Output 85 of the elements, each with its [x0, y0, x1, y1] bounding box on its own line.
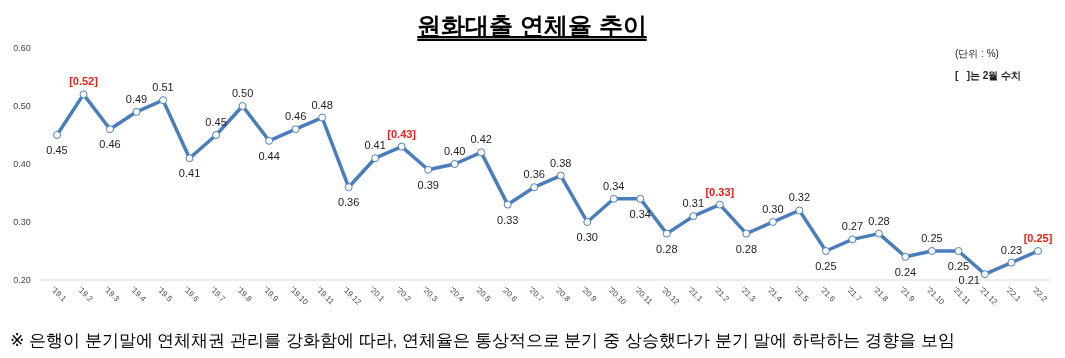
data-label: 0.31 — [682, 197, 705, 210]
y-tick-label: 0.60 — [13, 43, 31, 53]
data-label: 0.34 — [629, 207, 652, 220]
annotation: [0.52] — [69, 75, 99, 88]
data-label: 0.28 — [868, 214, 890, 227]
data-label: 0.50 — [231, 87, 254, 99]
point — [318, 113, 327, 122]
data-label: 0.36 — [523, 168, 545, 181]
data-label: 0.45 — [205, 116, 227, 128]
point — [901, 252, 910, 261]
data-label: 0.46 — [284, 110, 307, 123]
data-label: 0.25 — [947, 260, 970, 272]
point — [291, 125, 300, 134]
point — [954, 247, 963, 255]
point — [689, 212, 698, 221]
data-label: 0.39 — [417, 178, 439, 191]
data-label: 0.49 — [125, 92, 148, 105]
point — [636, 194, 645, 203]
data-label: 0.51 — [152, 81, 174, 94]
data-label: 0.33 — [497, 213, 519, 226]
data-label: 0.25 — [815, 260, 837, 272]
data-label: 0.41 — [364, 139, 386, 152]
data-label: 0.45 — [46, 144, 68, 156]
data-label: 0.30 — [576, 231, 598, 243]
y-tick-label: 0.20 — [13, 275, 31, 285]
point — [132, 107, 141, 116]
data-label: 0.27 — [841, 220, 864, 233]
point — [556, 171, 565, 180]
data-label: 0.42 — [470, 133, 492, 146]
point — [583, 218, 592, 226]
y-tick-label: 0.30 — [13, 217, 31, 227]
data-label: 0.41 — [178, 167, 201, 180]
point — [53, 131, 61, 139]
point — [185, 154, 194, 163]
point — [397, 142, 406, 151]
annotation: (단위 : %) — [955, 48, 999, 59]
point — [874, 229, 883, 238]
point — [477, 148, 486, 157]
annotation: [0.25] — [1023, 232, 1053, 244]
point — [265, 136, 274, 145]
data-label: 0.21 — [958, 274, 980, 287]
point — [848, 235, 857, 244]
chart-title: 원화대출 연체율 추이 — [417, 12, 647, 39]
point — [821, 247, 830, 255]
data-label: 0.25 — [921, 232, 943, 244]
data-label: 0.36 — [337, 196, 360, 209]
data-label: 0.24 — [894, 265, 917, 278]
data-label: 0.38 — [550, 156, 572, 169]
data-label: 0.28 — [735, 242, 758, 255]
data-label: 0.46 — [99, 138, 121, 151]
data-label: 0.34 — [603, 179, 625, 192]
point — [768, 218, 777, 226]
point — [1007, 258, 1016, 267]
annotation: [0.33] — [705, 185, 735, 198]
point — [424, 165, 433, 174]
data-label: 0.28 — [656, 242, 678, 255]
point — [238, 102, 247, 110]
point — [79, 90, 88, 99]
point — [1034, 247, 1042, 255]
annotation: [0.43] — [387, 127, 417, 140]
data-label: 0.48 — [311, 98, 333, 111]
point — [212, 131, 221, 139]
data-label: 0.23 — [1000, 243, 1023, 256]
point — [371, 154, 380, 163]
point — [609, 194, 618, 203]
data-label: 0.44 — [258, 149, 280, 162]
point — [742, 229, 751, 238]
data-label: 0.30 — [762, 203, 784, 215]
point — [715, 200, 724, 209]
point — [980, 270, 989, 279]
data-label: 0.40 — [443, 145, 466, 157]
annotation: [ ]는 2월 수치 — [955, 70, 1022, 81]
point — [927, 247, 936, 255]
point — [344, 183, 353, 192]
point — [662, 229, 671, 238]
text: ※ 은행이 분기말에 연체채권 관리를 강화함에 따라, 연체율은 통상적으로 분기 중 상승했다가 분기 말에 하락하는 경향을 보임 — [10, 331, 955, 350]
y-tick-label: 0.40 — [13, 159, 31, 169]
point — [530, 183, 539, 192]
point — [795, 206, 804, 215]
data-label: 0.32 — [788, 191, 811, 204]
y-tick-label: 0.50 — [13, 101, 31, 111]
point — [450, 160, 459, 168]
point — [503, 200, 512, 209]
point — [106, 125, 115, 134]
point — [159, 96, 168, 105]
